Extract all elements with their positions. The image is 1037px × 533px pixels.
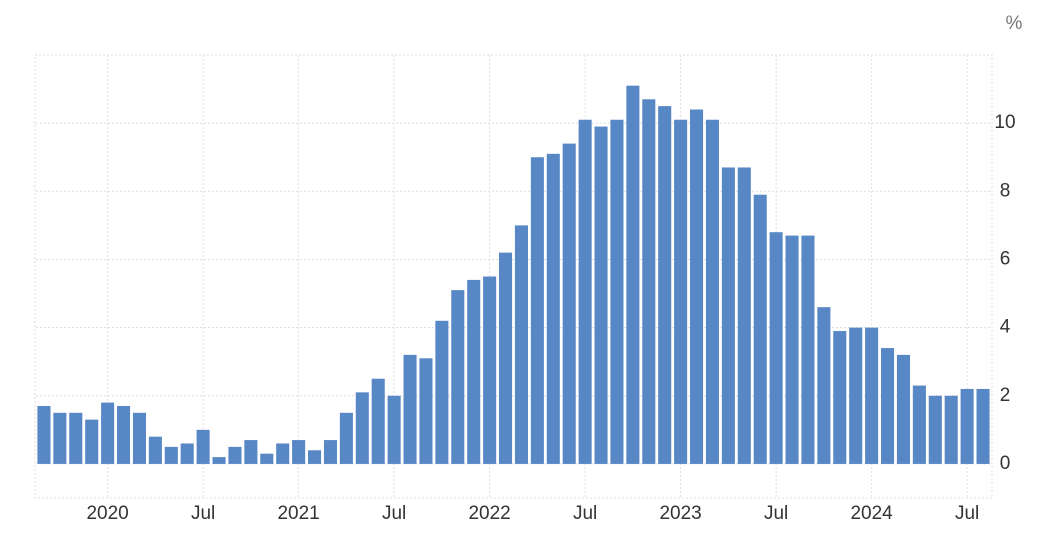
bar xyxy=(817,307,831,464)
bar xyxy=(260,453,274,464)
bar xyxy=(276,443,290,464)
bar xyxy=(833,331,847,464)
bar xyxy=(85,419,99,464)
unit-label: % xyxy=(1006,13,1023,34)
bar xyxy=(355,392,369,464)
bar xyxy=(339,412,353,464)
y-tick-label: 8 xyxy=(1000,180,1011,201)
bar xyxy=(53,412,67,464)
bar xyxy=(483,276,497,464)
x-tick-label: Jul xyxy=(573,503,597,524)
bar xyxy=(308,450,322,464)
bar xyxy=(690,109,704,464)
bar xyxy=(896,354,910,464)
x-tick-label: 2023 xyxy=(659,503,701,524)
bar xyxy=(642,99,656,464)
bar xyxy=(976,388,990,464)
bar xyxy=(132,412,146,464)
bar xyxy=(546,153,560,464)
bar xyxy=(419,358,433,464)
bar xyxy=(148,436,162,464)
bar xyxy=(658,106,672,464)
x-tick-label: 2024 xyxy=(850,503,893,524)
bar xyxy=(705,119,719,464)
bar xyxy=(594,126,608,464)
bar xyxy=(499,252,513,464)
bar xyxy=(562,143,576,464)
bar xyxy=(626,85,640,464)
bar xyxy=(944,395,958,464)
y-tick-label: 4 xyxy=(1000,317,1011,338)
bar xyxy=(769,232,783,464)
bar xyxy=(37,405,51,464)
bar xyxy=(801,235,815,464)
bar xyxy=(578,119,592,464)
bar xyxy=(323,440,337,464)
bar xyxy=(101,402,115,464)
bar xyxy=(451,290,465,464)
bar xyxy=(387,395,401,464)
y-tick-label: 6 xyxy=(1000,248,1011,269)
bar xyxy=(514,225,528,464)
bar xyxy=(371,378,385,464)
bar xyxy=(117,405,131,464)
bar xyxy=(228,446,242,464)
x-tick-label: 2022 xyxy=(468,503,510,524)
x-tick-label: 2020 xyxy=(86,503,128,524)
bar xyxy=(881,348,895,464)
bar xyxy=(753,194,767,464)
bar xyxy=(865,327,879,464)
bar xyxy=(849,327,863,464)
y-tick-label: 10 xyxy=(994,112,1015,133)
bar xyxy=(212,457,226,464)
x-tick-label: Jul xyxy=(191,503,215,524)
bar xyxy=(292,440,306,464)
bar xyxy=(737,167,751,464)
bar xyxy=(69,412,83,464)
bar xyxy=(435,320,449,464)
bar xyxy=(180,443,194,464)
bar xyxy=(467,279,481,464)
bar xyxy=(530,157,544,464)
x-tick-label: 2021 xyxy=(277,503,319,524)
bar xyxy=(610,119,624,464)
y-tick-label: 0 xyxy=(1000,453,1011,474)
bar xyxy=(960,388,974,464)
plot-frame xyxy=(34,54,993,499)
bar xyxy=(244,440,258,464)
bar xyxy=(196,429,210,464)
y-tick-label: 2 xyxy=(1000,385,1011,406)
bar xyxy=(721,167,735,464)
bar xyxy=(403,354,417,464)
bar xyxy=(912,385,926,464)
x-tick-label: Jul xyxy=(764,503,788,524)
bar xyxy=(785,235,799,464)
x-tick-label: Jul xyxy=(955,503,979,524)
bar xyxy=(164,446,178,464)
bar xyxy=(928,395,942,464)
x-tick-label: Jul xyxy=(382,503,406,524)
bar xyxy=(674,119,688,464)
